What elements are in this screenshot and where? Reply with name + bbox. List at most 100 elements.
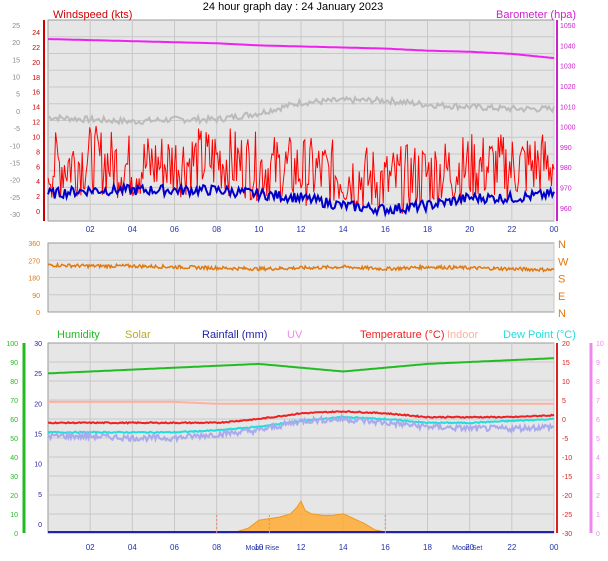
windspeed-axis-label: Windspeed (kts) bbox=[53, 9, 132, 21]
x-tick-label: 08 bbox=[212, 543, 221, 552]
indoor-line bbox=[48, 400, 554, 405]
uv-tick: 4 bbox=[596, 455, 600, 462]
y-tick-hpa: 1050 bbox=[560, 23, 576, 30]
y-tick-hpa: 1000 bbox=[560, 125, 576, 132]
x-tick-label: 04 bbox=[128, 225, 137, 234]
x-tick-label: 06 bbox=[170, 225, 179, 234]
y-tick-outer: -5 bbox=[14, 126, 20, 133]
direction-tick: 270 bbox=[28, 258, 40, 265]
barometer-line bbox=[47, 38, 555, 60]
humidity-tick: 50 bbox=[10, 436, 18, 443]
y-tick-outer: 20 bbox=[12, 40, 20, 47]
rain-tick: 30 bbox=[34, 341, 42, 348]
y-tick-hpa: 1010 bbox=[560, 104, 576, 111]
temp_band-line bbox=[47, 412, 555, 444]
y-tick-outer: 15 bbox=[12, 57, 20, 64]
x-tick-label: 22 bbox=[507, 543, 516, 552]
humidity-tick: 40 bbox=[10, 455, 18, 462]
compass-tick: S bbox=[558, 274, 565, 286]
pressure_grey-line bbox=[47, 95, 555, 126]
legend-label: Dew Point (°C) bbox=[503, 329, 576, 341]
uv-tick: 7 bbox=[596, 398, 600, 405]
y-tick-knots: 22 bbox=[32, 45, 40, 52]
y-tick-knots: 4 bbox=[36, 179, 40, 186]
x-tick-label: 16 bbox=[381, 225, 390, 234]
temp-tick: 0 bbox=[562, 417, 566, 424]
y-tick-knots: 16 bbox=[32, 90, 40, 97]
y-tick-hpa: 1030 bbox=[560, 64, 576, 71]
x-tick-label: 10 bbox=[254, 543, 263, 552]
weather-panel: Humidity Solar Rainfall (mm) UV Temperature … bbox=[6, 329, 604, 552]
temp-tick: -20 bbox=[562, 493, 572, 500]
y-tick-knots: 2 bbox=[36, 194, 40, 201]
x-tick-label: 18 bbox=[423, 543, 432, 552]
direction-line bbox=[47, 261, 555, 273]
page-title: 24 hour graph day : 24 January 2023 bbox=[203, 1, 383, 13]
temp-tick: -10 bbox=[562, 455, 572, 462]
uv-tick: 10 bbox=[596, 341, 604, 348]
legend-label: Indoor bbox=[447, 329, 479, 341]
y-tick-outer: 25 bbox=[12, 23, 20, 30]
compass-tick: N bbox=[558, 239, 566, 251]
uv-tick: 2 bbox=[596, 493, 600, 500]
x-tick-label: 02 bbox=[86, 543, 95, 552]
uv-tick: 5 bbox=[596, 436, 600, 443]
y-tick-hpa: 1020 bbox=[560, 84, 576, 91]
x-tick-label: 00 bbox=[550, 543, 559, 552]
humidity-tick: 20 bbox=[10, 493, 18, 500]
rain-tick: 0 bbox=[38, 522, 42, 529]
compass-tick: W bbox=[558, 256, 569, 268]
humidity-tick: 10 bbox=[10, 512, 18, 519]
y-tick-knots: 12 bbox=[32, 120, 40, 127]
y-tick-hpa: 970 bbox=[560, 186, 572, 193]
humidity-tick: 30 bbox=[10, 474, 18, 481]
temp-tick: 20 bbox=[562, 341, 570, 348]
compass-tick: E bbox=[558, 291, 565, 303]
y-tick-outer: -30 bbox=[10, 212, 20, 219]
x-tick-label: 04 bbox=[128, 543, 137, 552]
x-tick-label: 12 bbox=[297, 225, 306, 234]
x-tick-label: 16 bbox=[381, 543, 390, 552]
direction-tick: 360 bbox=[28, 241, 40, 248]
rain-tick: 5 bbox=[38, 492, 42, 499]
y-tick-outer: -20 bbox=[10, 178, 20, 185]
y-tick-knots: 10 bbox=[32, 134, 40, 141]
temp-tick: -5 bbox=[562, 436, 568, 443]
temp-tick: 5 bbox=[562, 398, 566, 405]
y-tick-hpa: 990 bbox=[560, 145, 572, 152]
x-tick-label: 20 bbox=[465, 225, 474, 234]
rain-tick: 25 bbox=[34, 371, 42, 378]
moon-set-label: Moon bbox=[452, 545, 470, 552]
sun-set-label: Set bbox=[472, 545, 483, 552]
legend-label: Solar bbox=[125, 329, 151, 341]
temperature-line bbox=[47, 410, 555, 425]
legend-label: UV bbox=[287, 329, 303, 341]
uv-tick: 3 bbox=[596, 474, 600, 481]
y-tick-hpa: 960 bbox=[560, 206, 572, 213]
x-tick-label: 14 bbox=[339, 225, 348, 234]
temp-tick: 15 bbox=[562, 360, 570, 367]
legend-label: Temperature (°C) bbox=[360, 329, 444, 341]
x-tick-label: 22 bbox=[507, 225, 516, 234]
barometer-axis-label: Barometer (hpa) bbox=[496, 9, 576, 21]
y-tick-outer: 5 bbox=[16, 92, 20, 99]
uv-tick: 9 bbox=[596, 360, 600, 367]
rain-tick: 20 bbox=[34, 401, 42, 408]
uv-tick: 8 bbox=[596, 379, 600, 386]
y-tick-hpa: 980 bbox=[560, 165, 572, 172]
legend-label: Humidity bbox=[57, 329, 100, 341]
y-tick-knots: 8 bbox=[36, 149, 40, 156]
legend-label: Rainfall (mm) bbox=[202, 329, 267, 341]
y-tick-knots: 20 bbox=[32, 60, 40, 67]
y-tick-knots: 18 bbox=[32, 75, 40, 82]
sun-rise-label: Rise bbox=[265, 545, 279, 552]
temp-tick: -15 bbox=[562, 474, 572, 481]
dew_point-line bbox=[47, 415, 555, 435]
direction-tick: 0 bbox=[36, 310, 40, 317]
humidity-tick: 80 bbox=[10, 379, 18, 386]
temp-tick: -25 bbox=[562, 512, 572, 519]
y-tick-knots: 6 bbox=[36, 164, 40, 171]
uv-tick: 6 bbox=[596, 417, 600, 424]
